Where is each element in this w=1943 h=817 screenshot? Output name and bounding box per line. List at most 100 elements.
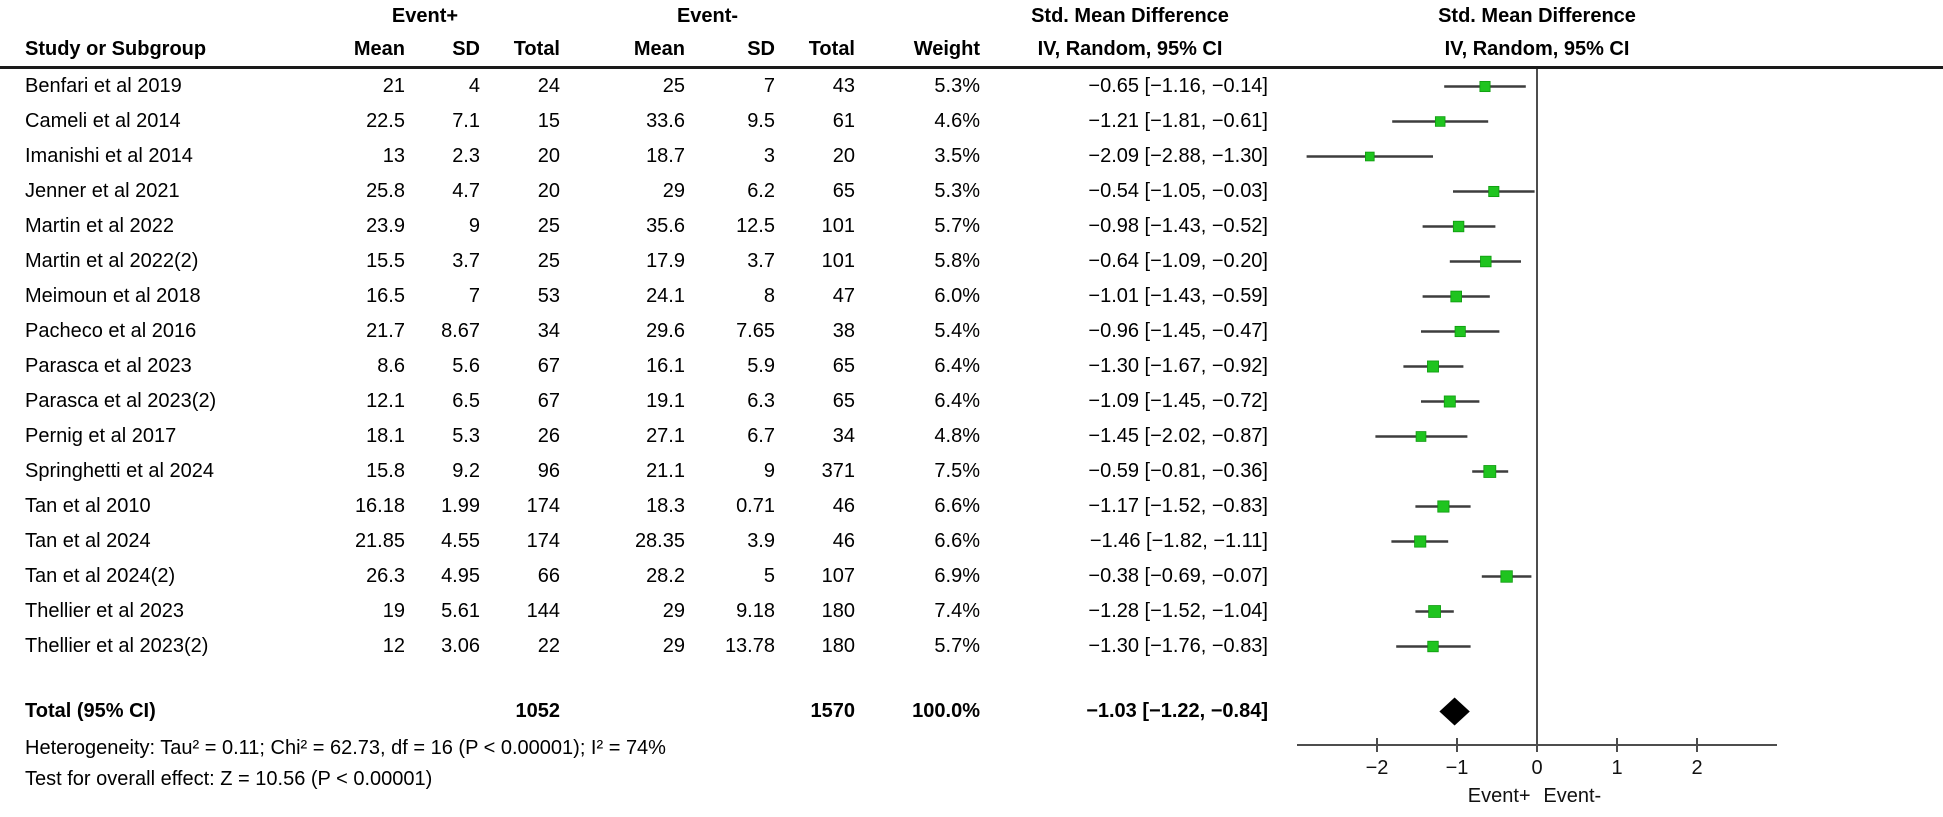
event-pos-total: 144 <box>526 600 560 622</box>
spacer <box>855 0 980 33</box>
event-pos-mean: 19 <box>382 600 405 622</box>
event-pos-total: 20 <box>537 145 560 167</box>
event-neg-mean: 33.6 <box>646 110 685 132</box>
event-neg-mean: 29 <box>662 600 685 622</box>
smd-ci-text: −1.30 [−1.76, −0.83] <box>1088 635 1268 657</box>
effect-marker <box>1483 465 1497 478</box>
spacer <box>685 694 775 729</box>
event-neg-sd: 12.5 <box>736 215 775 237</box>
event-pos-mean: 21.7 <box>366 320 405 342</box>
study-row: Jenner et al 2021 25.8 4.7 20 29 6.2 65 … <box>0 174 1943 209</box>
study-row: Martin et al 2022(2) 15.5 3.7 25 17.9 3.… <box>0 244 1943 279</box>
study-weight: 5.8% <box>934 250 980 272</box>
effect-marker <box>1452 220 1465 233</box>
study-name: Martin et al 2022 <box>25 215 174 237</box>
study-row: Thellier et al 2023(2) 12 3.06 22 29 13.… <box>0 629 1943 664</box>
study-weight: 4.8% <box>934 425 980 447</box>
event-neg-sd: 3.7 <box>747 250 775 272</box>
total-row: Total (95% CI) 1052 1570 100.0% −1.03 [−… <box>0 694 1943 729</box>
event-neg-mean: 17.9 <box>646 250 685 272</box>
event-pos-total: 24 <box>537 75 560 97</box>
event-neg-sd: 5.9 <box>747 355 775 377</box>
effect-marker <box>1428 605 1441 618</box>
event-pos-total: 25 <box>537 250 560 272</box>
event-neg-total: 107 <box>821 565 855 587</box>
event-pos-sd: 4 <box>468 75 480 97</box>
total-smd-ci-text: −1.03 [−1.22, −0.84] <box>1086 700 1268 722</box>
event-neg-total: 371 <box>821 460 855 482</box>
event-pos-mean: 21.85 <box>354 530 405 552</box>
study-row: Cameli et al 2014 22.5 7.1 15 33.6 9.5 6… <box>0 104 1943 139</box>
effect-marker <box>1434 116 1446 127</box>
event-pos-total: 34 <box>537 320 560 342</box>
smd-ci-text: −1.21 [−1.81, −0.61] <box>1088 110 1268 132</box>
event-pos-total: 26 <box>537 425 560 447</box>
effect-marker <box>1454 325 1466 338</box>
forest-plot: −2 −1 0 1 2 Event+ Event- <box>1297 69 1777 807</box>
study-weight: 4.6% <box>934 110 980 132</box>
table-header: Event+ Event- Std. Mean Difference Study… <box>0 0 1943 69</box>
event-neg-sd: 3 <box>763 145 775 167</box>
event-pos-sd: 7.1 <box>452 110 480 132</box>
event-neg-mean: 28.35 <box>634 530 685 552</box>
smd-ci-text: −1.17 [−1.52, −0.83] <box>1088 495 1268 517</box>
event-neg-total: 101 <box>821 215 855 237</box>
effect-marker <box>1437 500 1450 513</box>
total-events-neg: 1570 <box>810 700 856 722</box>
event-pos-mean: 13 <box>382 145 405 167</box>
smd-ci-text: −0.96 [−1.45, −0.47] <box>1088 320 1268 342</box>
event-neg-mean: 29 <box>662 635 685 657</box>
event-pos-total: 174 <box>526 530 560 552</box>
smd-ci-text: −2.09 [−2.88, −1.30] <box>1088 145 1268 167</box>
event-neg-mean: 29 <box>662 180 685 202</box>
event-neg-total: 65 <box>832 355 855 377</box>
effect-marker <box>1480 255 1492 268</box>
event-neg-sd: 8 <box>763 285 775 307</box>
smd-ci-text: −0.38 [−0.69, −0.07] <box>1088 565 1268 587</box>
event-pos-total: 67 <box>537 390 560 412</box>
event-pos-sd: 5.3 <box>452 425 480 447</box>
event-pos-sd: 9 <box>468 215 480 237</box>
effect-marker <box>1443 395 1456 408</box>
study-name: Jenner et al 2021 <box>25 180 180 202</box>
study-weight: 3.5% <box>934 145 980 167</box>
group1-header: Event+ <box>391 5 459 27</box>
column-header-row: Study or Subgroup Mean SD Total Mean SD … <box>0 33 1943 66</box>
effect-marker <box>1488 185 1500 198</box>
smd-ci-text: −0.65 [−1.16, −0.14] <box>1088 75 1268 97</box>
event-pos-mean: 21 <box>382 75 405 97</box>
study-rows: Benfari et al 2019 21 4 24 25 7 43 5.3% … <box>0 69 1943 664</box>
study-weight: 5.3% <box>934 75 980 97</box>
event-pos-mean: 12 <box>382 635 405 657</box>
study-row: Parasca et al 2023(2) 12.1 6.5 67 19.1 6… <box>0 384 1943 419</box>
study-name: Tan et al 2010 <box>25 495 151 517</box>
study-name: Cameli et al 2014 <box>25 110 181 132</box>
study-weight: 5.7% <box>934 215 980 237</box>
event-neg-sd: 7.65 <box>736 320 775 342</box>
event-neg-total: 65 <box>832 390 855 412</box>
event-pos-total: 22 <box>537 635 560 657</box>
event-neg-sd: 0.71 <box>736 495 775 517</box>
event-neg-mean: 21.1 <box>646 460 685 482</box>
study-name: Thellier et al 2023 <box>25 600 184 622</box>
study-weight: 6.9% <box>934 565 980 587</box>
event-pos-sd: 5.61 <box>441 600 480 622</box>
event-pos-sd: 3.06 <box>441 635 480 657</box>
event-pos-sd: 4.55 <box>441 530 480 552</box>
smd-header-line1: Std. Mean Difference <box>1031 5 1229 27</box>
smd-ci-text: −1.30 [−1.67, −0.92] <box>1088 355 1268 377</box>
event-neg-sd: 3.9 <box>747 530 775 552</box>
event-neg-mean: 19.1 <box>646 390 685 412</box>
axis-right-label: Event- <box>1543 785 1601 807</box>
effect-marker <box>1450 290 1463 303</box>
study-name: Tan et al 2024 <box>25 530 151 552</box>
study-column-header: Study or Subgroup <box>25 38 207 60</box>
event-pos-mean: 22.5 <box>366 110 405 132</box>
event-pos-total: 67 <box>537 355 560 377</box>
event-neg-sd: 6.3 <box>747 390 775 412</box>
smd-ci-text: −0.64 [−1.09, −0.20] <box>1088 250 1268 272</box>
event-pos-mean: 15.5 <box>366 250 405 272</box>
event-pos-mean: 23.9 <box>366 215 405 237</box>
total2-column-header: Total <box>808 38 855 60</box>
event-neg-mean: 18.3 <box>646 495 685 517</box>
